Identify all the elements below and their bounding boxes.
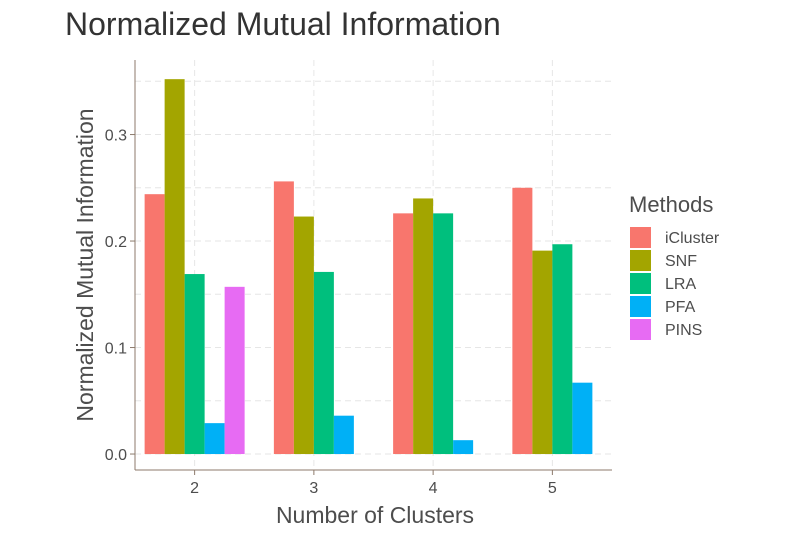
bar-pfa-5	[572, 382, 593, 455]
bar-icluster-5	[512, 187, 533, 455]
bar-pfa-2	[204, 423, 225, 455]
legend-title: Methods	[629, 192, 713, 217]
x-tick-label: 3	[309, 480, 318, 497]
bar-icluster-2	[144, 194, 165, 455]
legend-swatch-icluster	[630, 227, 651, 248]
legend-label-icluster: iCluster	[665, 230, 720, 247]
y-axis-ticks: 0.0 0.1 0.2 0.3	[105, 128, 135, 464]
axes	[134, 60, 612, 471]
legend-label-pins: PINS	[665, 322, 702, 339]
y-tick-label: 0.1	[105, 341, 127, 358]
y-tick-label: 0.2	[105, 234, 127, 251]
legend-swatch-lra	[630, 273, 651, 294]
bar-icluster-3	[273, 181, 294, 455]
y-axis-title: Normalized Mutual Information	[72, 108, 98, 421]
legend-label-pfa: PFA	[665, 299, 696, 316]
x-axis-ticks: 2 3 4 5	[190, 470, 557, 497]
y-tick-label: 0.3	[105, 128, 127, 145]
chart-title: Normalized Mutual Information	[65, 6, 501, 42]
bar-snf-3	[293, 216, 314, 455]
bar-lra-4	[433, 213, 454, 455]
bar-pins-2	[224, 286, 245, 455]
bar-lra-3	[313, 271, 334, 455]
x-tick-label: 2	[190, 480, 199, 497]
legend-swatch-pfa	[630, 296, 651, 317]
y-tick-label: 0.0	[105, 447, 127, 464]
bar-snf-4	[413, 198, 434, 455]
x-tick-label: 4	[429, 480, 438, 497]
legend-label-lra: LRA	[665, 276, 696, 293]
bar-lra-5	[552, 244, 573, 455]
bar-pfa-4	[453, 440, 474, 455]
bar-snf-5	[532, 250, 553, 455]
legend-swatch-pins	[630, 319, 651, 340]
bar-lra-2	[184, 274, 205, 455]
bar-icluster-4	[393, 213, 414, 455]
x-axis-title: Number of Clusters	[276, 502, 474, 528]
bar-snf-2	[164, 79, 185, 455]
legend-swatch-snf	[630, 250, 651, 271]
legend: Methods iCluster SNF LRA PFA PINS	[629, 192, 720, 340]
x-tick-label: 5	[548, 480, 557, 497]
bar-pfa-3	[333, 415, 354, 455]
legend-label-snf: SNF	[665, 253, 697, 270]
bars	[144, 79, 593, 455]
